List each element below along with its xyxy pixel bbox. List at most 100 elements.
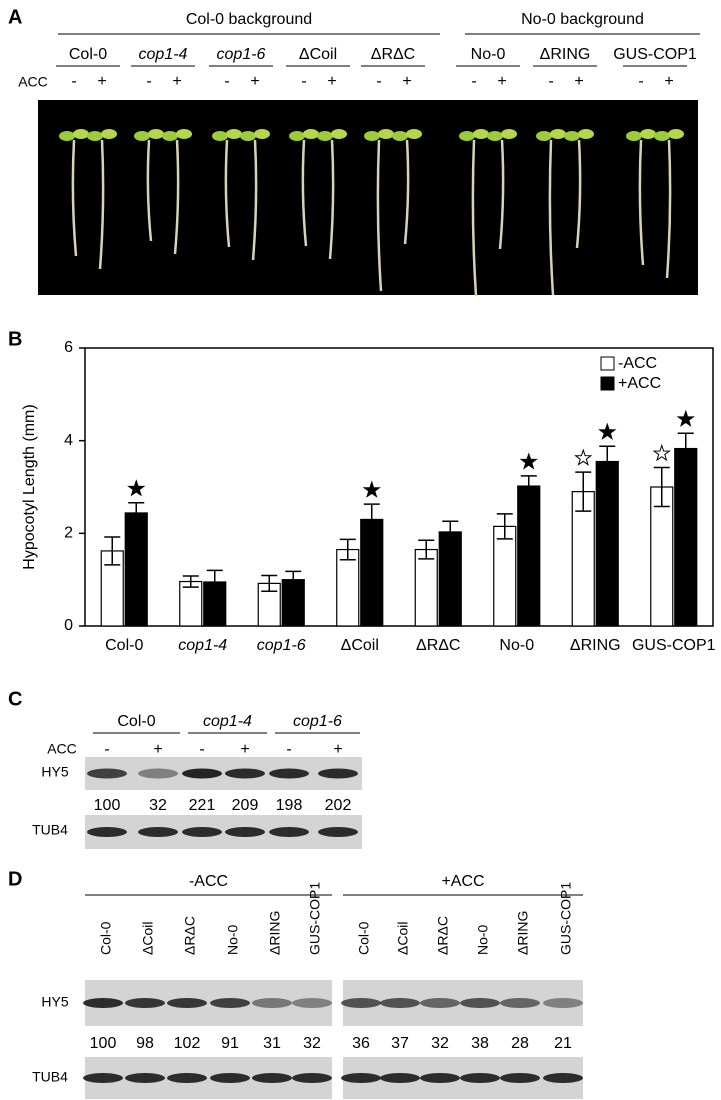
y-tick-label: 2 xyxy=(64,525,73,542)
cotyledon xyxy=(364,131,380,141)
hy5-level: 32 xyxy=(303,1035,321,1052)
genotype-label: cop1-6 xyxy=(217,46,266,63)
blot-band xyxy=(420,998,460,1008)
cotyledon xyxy=(87,131,103,141)
genotype-label: ΔRING xyxy=(540,46,591,63)
hypocotyl xyxy=(665,139,672,279)
hypocotyl xyxy=(403,139,410,245)
hy5-level: 21 xyxy=(554,1035,572,1052)
lane-label: ΔRING xyxy=(267,911,283,955)
hypocotyl xyxy=(376,139,383,292)
cotyledon xyxy=(640,129,656,139)
blot-band xyxy=(182,768,222,779)
treatment-label: ACC xyxy=(18,74,48,90)
blot-band xyxy=(460,1073,500,1083)
hy5-level: 100 xyxy=(90,1035,117,1052)
group-label: cop1-4 xyxy=(203,713,252,730)
legend-swatch xyxy=(600,376,615,391)
blot-band xyxy=(292,1073,332,1083)
treatment-sign: - xyxy=(638,73,643,90)
genotype-label: cop1-4 xyxy=(139,46,188,63)
legend-swatch xyxy=(600,356,615,371)
lane-label: No-0 xyxy=(225,924,241,955)
blot-band xyxy=(125,1073,165,1083)
treatment-sign: + xyxy=(333,741,342,758)
hy5-level: 31 xyxy=(263,1035,281,1052)
legend-label: +ACC xyxy=(618,375,661,392)
genotype-label: GUS-COP1 xyxy=(613,46,697,63)
significance-star xyxy=(598,422,617,440)
hy5-blot xyxy=(85,757,362,790)
bar xyxy=(650,486,674,627)
blot-label: TUB4 xyxy=(32,822,68,838)
lane-label: ΔCoil xyxy=(140,922,156,955)
hy5-level: 198 xyxy=(276,797,303,814)
lane-label: ΔRΔC xyxy=(182,916,198,955)
genotype-label: Col-0 xyxy=(69,46,107,63)
group-title: Col-0 background xyxy=(186,11,312,28)
group-title: No-0 background xyxy=(521,11,644,28)
hypocotyl xyxy=(498,139,505,250)
treatment-sign: - xyxy=(104,741,109,758)
hypocotyl xyxy=(251,139,258,261)
blot-band xyxy=(318,827,358,837)
cotyledon xyxy=(654,131,670,141)
panel-label: B xyxy=(8,328,22,350)
treatment-sign: + xyxy=(240,741,249,758)
cotyledon xyxy=(73,129,89,139)
hypocotyl xyxy=(575,139,582,249)
hy5-level: 36 xyxy=(352,1035,370,1052)
treatment-sign: + xyxy=(574,73,583,90)
error-bar xyxy=(128,502,145,524)
cotyledon xyxy=(317,131,333,141)
blot-band xyxy=(252,1073,292,1083)
treatment-sign: - xyxy=(71,73,76,90)
blot-band xyxy=(125,998,165,1008)
cotyledon xyxy=(626,131,642,141)
error-bar xyxy=(599,445,616,478)
plot-frame xyxy=(84,347,714,627)
genotype-label: ΔRΔC xyxy=(371,46,415,63)
x-tick-label: ΔRΔC xyxy=(416,637,460,654)
cotyledon xyxy=(240,131,256,141)
treatment-sign: + xyxy=(97,73,106,90)
treatment-sign: - xyxy=(199,741,204,758)
error-bar xyxy=(442,520,459,544)
hypocotyl xyxy=(328,139,335,260)
hy5-level: 221 xyxy=(189,797,216,814)
hypocotyl xyxy=(471,139,478,297)
blot-band xyxy=(138,827,178,837)
error-bar xyxy=(520,475,537,498)
bar xyxy=(438,531,462,627)
x-tick-label: GUS-COP1 xyxy=(632,637,716,654)
significance-star xyxy=(362,480,381,498)
cotyledon xyxy=(578,129,594,139)
blot-label: HY5 xyxy=(41,994,68,1010)
error-bar xyxy=(418,539,435,560)
cotyledon xyxy=(59,131,75,141)
lane-label: ΔRING xyxy=(515,911,531,955)
error-bar xyxy=(575,471,592,512)
blot-band xyxy=(167,998,207,1008)
treatment-label: ACC xyxy=(47,741,77,757)
cotyledon xyxy=(303,129,319,139)
error-bar xyxy=(182,575,199,588)
blot-band xyxy=(269,827,309,837)
treatment-sign: + xyxy=(250,73,259,90)
blot-band xyxy=(182,827,222,837)
cotyledon xyxy=(212,131,228,141)
cotyledon xyxy=(473,129,489,139)
hypocotyl xyxy=(638,139,645,266)
hy5-level: 209 xyxy=(232,797,259,814)
hy5-level: 37 xyxy=(391,1035,409,1052)
blot-band xyxy=(83,998,123,1008)
bar xyxy=(493,525,517,627)
blot-label: TUB4 xyxy=(32,1069,68,1085)
cotyledon xyxy=(536,131,552,141)
significance-star xyxy=(127,479,146,497)
hy5-level: 38 xyxy=(471,1035,489,1052)
hy5-level: 202 xyxy=(325,797,352,814)
treatment-sign: + xyxy=(172,73,181,90)
error-bar xyxy=(653,466,670,508)
cotyledon xyxy=(668,129,684,139)
